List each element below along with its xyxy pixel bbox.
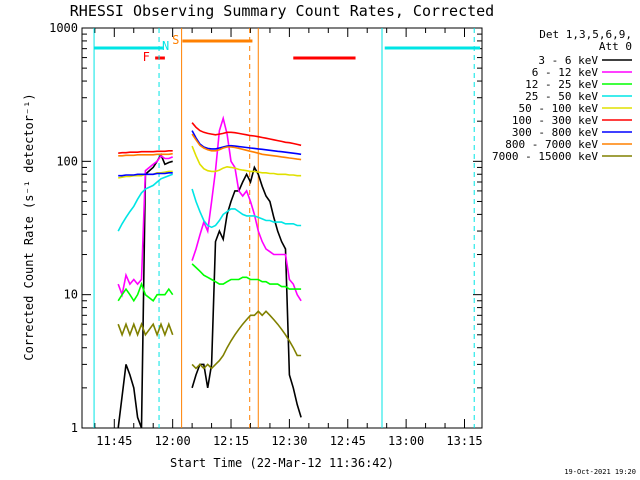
legend-entry-label: 50 - 100 keV <box>519 102 599 115</box>
x-tick-label: 12:00 <box>155 434 191 448</box>
y-tick-label: 100 <box>56 154 78 168</box>
x-axis-label: Start Time (22-Mar-12 11:36:42) <box>170 456 394 470</box>
series-line <box>191 310 302 370</box>
y-tick-label: 10 <box>64 288 78 302</box>
x-tick-label: 12:15 <box>213 434 249 448</box>
legend-entry-label: 6 - 12 keV <box>532 66 599 79</box>
legend-entry-label: 800 - 7000 keV <box>505 138 598 151</box>
generation-timestamp: 19-Oct-2021 19:20 <box>564 468 636 476</box>
y-tick-label: 1000 <box>49 21 78 35</box>
x-tick-label: 13:00 <box>388 434 424 448</box>
legend-header-detectors: Det 1,3,5,6,9, <box>539 28 632 41</box>
legend-entry-label: 3 - 6 keV <box>538 54 598 67</box>
series-line <box>117 173 173 232</box>
series-line <box>191 115 302 302</box>
series-line <box>117 281 174 303</box>
series-line <box>191 263 302 290</box>
plot-frame <box>81 27 483 429</box>
flag-label-f: F <box>143 50 150 64</box>
series-line <box>118 152 173 157</box>
series-line <box>118 150 173 154</box>
series-line <box>117 321 174 338</box>
chart-title: RHESSI Observing Summary Count Rates, Co… <box>70 2 494 20</box>
flag-label-s: S <box>172 33 179 47</box>
series-line <box>191 165 302 418</box>
series-line <box>191 188 302 229</box>
legend-header-attenuator: Att 0 <box>599 40 632 53</box>
x-tick-label: 12:45 <box>330 434 366 448</box>
legend-entry-label: 7000 - 15000 keV <box>492 150 598 163</box>
legend-entry-label: 100 - 300 keV <box>512 114 598 127</box>
series-line <box>191 145 302 177</box>
y-tick-label: 1 <box>71 421 78 435</box>
x-tick-label: 11:45 <box>96 434 132 448</box>
series-line <box>117 153 173 429</box>
flag-label-n: N <box>162 39 169 53</box>
plot-area: 1 10 100 1000 11:45 12:00 12:15 12:30 12:45 13:00… <box>49 21 482 448</box>
series-line <box>191 130 302 156</box>
x-tick-label: 13:15 <box>446 434 482 448</box>
x-tick-label: 12:30 <box>271 434 307 448</box>
y-axis-label: Corrected Count Rate (s⁻¹ detector⁻¹) <box>22 93 36 360</box>
series-line <box>117 154 174 298</box>
legend-entry-label: 300 - 800 keV <box>512 126 598 139</box>
legend-entry-label: 12 - 25 keV <box>525 78 598 91</box>
series-line <box>191 122 302 147</box>
legend-entry-label: 25 - 50 keV <box>525 90 598 103</box>
series-line <box>191 133 302 161</box>
series-line <box>118 172 173 177</box>
